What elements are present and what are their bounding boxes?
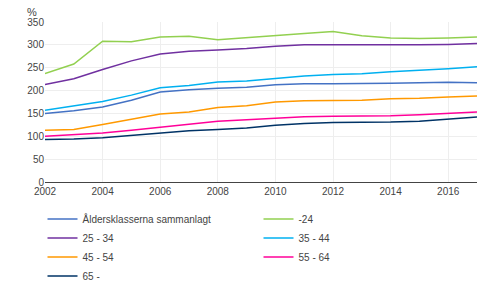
svg-text:2016: 2016	[437, 186, 460, 197]
svg-text:150: 150	[27, 108, 44, 119]
svg-text:45 - 54: 45 - 54	[83, 252, 115, 263]
svg-text:Åldersklasserna sammanlagt: Åldersklasserna sammanlagt	[83, 213, 212, 225]
svg-text:25 - 34: 25 - 34	[83, 233, 115, 244]
svg-text:2006: 2006	[149, 186, 172, 197]
svg-text:2004: 2004	[91, 186, 114, 197]
svg-text:%: %	[27, 6, 37, 18]
svg-text:50: 50	[33, 154, 45, 165]
svg-text:250: 250	[27, 62, 44, 73]
svg-text:350: 350	[27, 17, 44, 28]
svg-text:200: 200	[27, 85, 44, 96]
svg-text:35 - 44: 35 - 44	[299, 233, 331, 244]
svg-text:100: 100	[27, 131, 44, 142]
svg-text:2014: 2014	[379, 186, 402, 197]
svg-text:65 -: 65 -	[83, 271, 100, 282]
svg-text:55 - 64: 55 - 64	[299, 252, 331, 263]
svg-text:-24: -24	[299, 214, 314, 225]
svg-text:2012: 2012	[322, 186, 345, 197]
svg-text:2008: 2008	[207, 186, 230, 197]
svg-text:0: 0	[38, 177, 44, 188]
svg-text:300: 300	[27, 39, 44, 50]
svg-text:2010: 2010	[264, 186, 287, 197]
svg-text:2002: 2002	[34, 186, 57, 197]
